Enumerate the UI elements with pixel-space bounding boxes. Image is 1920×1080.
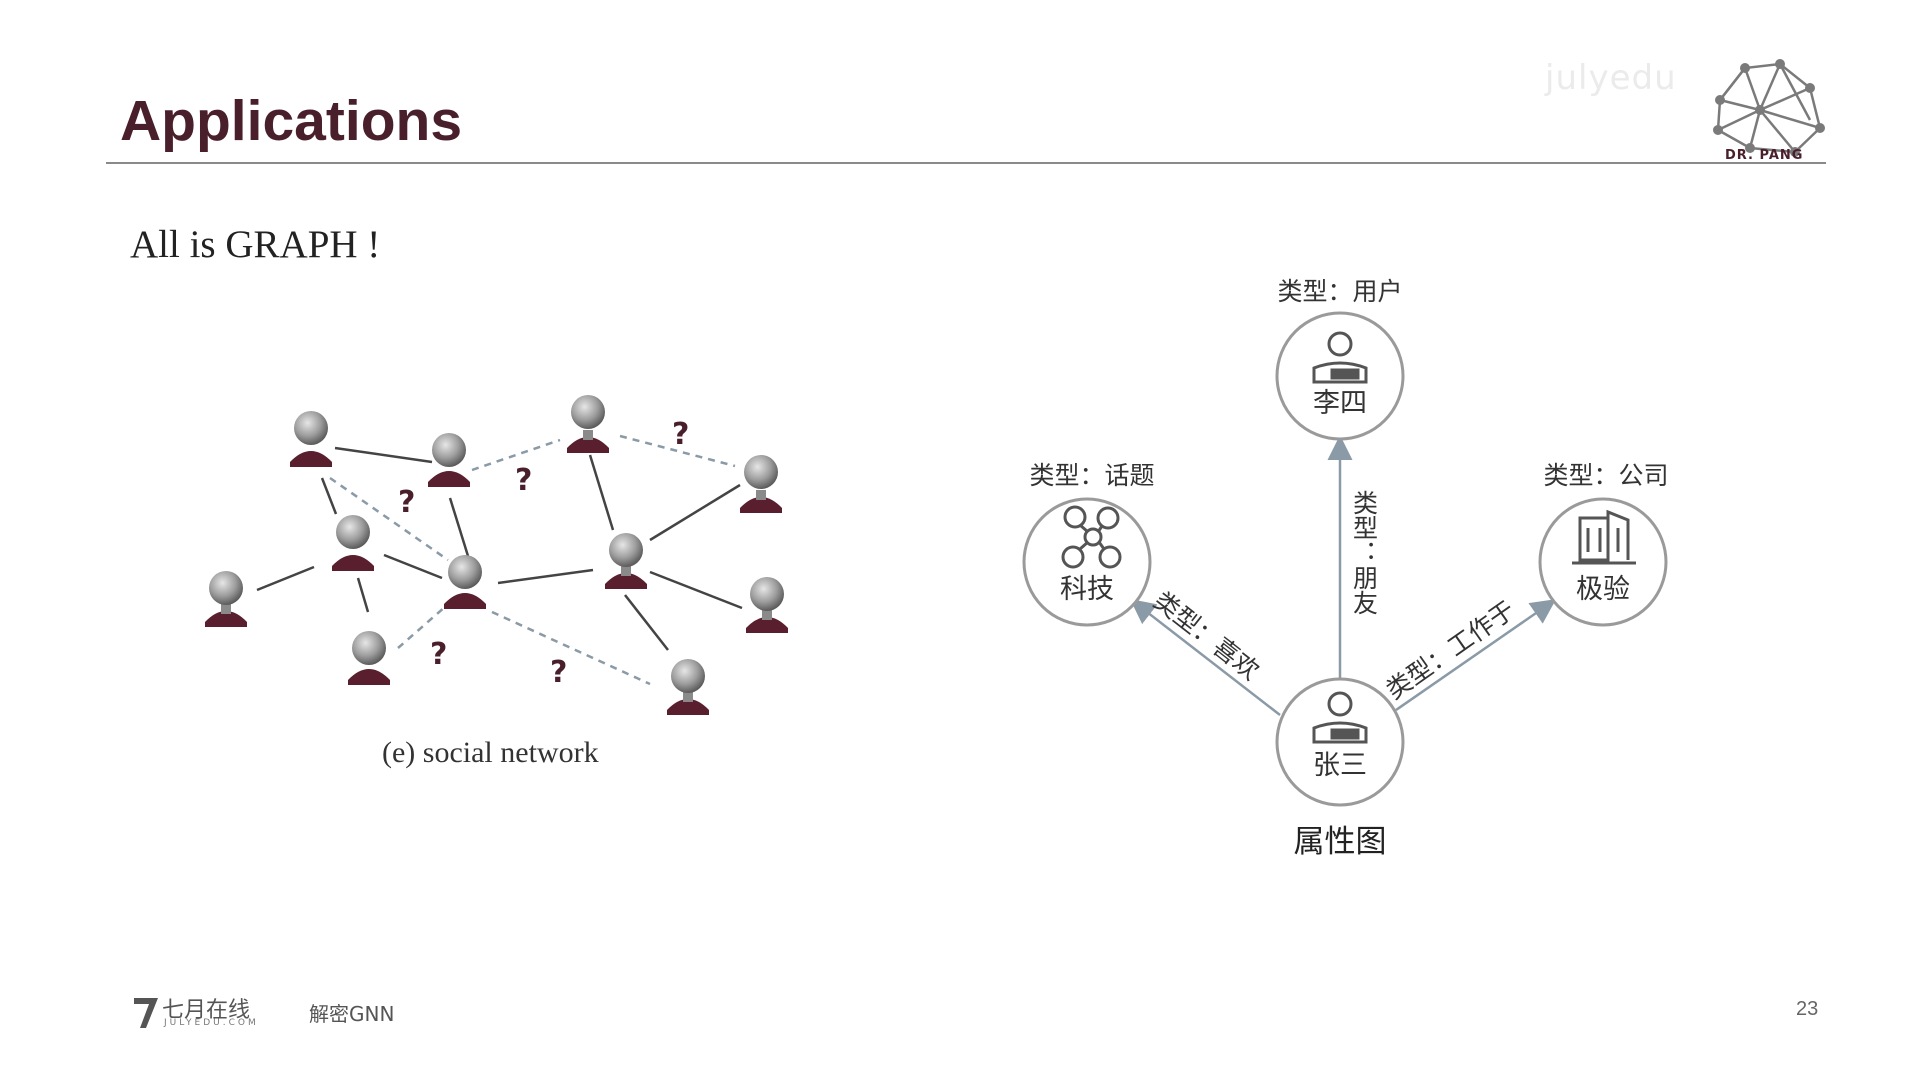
edge-solid: [320, 477, 338, 515]
molecule-icon: [1061, 505, 1122, 569]
edge-dashed: [491, 610, 651, 686]
person-icon: [332, 515, 374, 571]
edge-solid: [588, 454, 615, 531]
dr-pang-logo-icon: [1713, 59, 1825, 157]
person-icon: [667, 659, 709, 715]
social-network-caption: (e) social network: [382, 736, 599, 769]
person-icon: [605, 533, 647, 589]
node-name-company: 极验: [1576, 574, 1630, 605]
edge-solid: [624, 594, 669, 651]
slide-subtitle: All is GRAPH !: [130, 223, 381, 266]
edge-solid: [334, 446, 433, 464]
person-icon: [348, 631, 390, 685]
person-icon: [205, 571, 247, 627]
question-mark: ?: [672, 417, 689, 452]
question-mark: ?: [515, 463, 532, 498]
slide-title: Applications: [120, 89, 463, 153]
node-type-topic: 类型：话题: [1029, 461, 1154, 490]
social-network-dashed-edges: [329, 434, 736, 686]
node-name-topic: 科技: [1060, 574, 1114, 605]
node-name-center: 张三: [1313, 750, 1367, 781]
node-type-user: 类型：用户: [1277, 277, 1402, 306]
building-icon: [1572, 509, 1636, 565]
edge-solid: [448, 497, 470, 557]
edge-solid: [497, 568, 594, 585]
footer-brand-sub: JULYEDU.COM: [164, 1018, 259, 1028]
person-icon: [567, 395, 609, 453]
edge-solid: [383, 553, 443, 580]
title-divider: [106, 162, 1826, 164]
edge-likes: [1130, 598, 1281, 716]
question-mark: ?: [550, 655, 567, 690]
edge-label-friend: 类型：朋友: [1350, 490, 1379, 615]
edge-works-at: [1395, 599, 1557, 712]
node-type-company: 类型：公司: [1543, 461, 1668, 490]
person-icon: [290, 411, 332, 467]
edge-label-works-at: 类型：工作于: [1381, 595, 1521, 705]
watermark: julyedu: [1545, 58, 1677, 98]
logo-label: DR. PANG: [1725, 148, 1804, 163]
person-icon: [428, 433, 470, 487]
node-name-user: 李四: [1313, 388, 1367, 419]
edge-dashed: [329, 476, 449, 562]
question-mark: ?: [430, 637, 447, 672]
person-icon: [444, 555, 486, 609]
person-icon: [746, 577, 788, 633]
question-mark: ?: [398, 485, 415, 520]
julyedu-logo-icon: [134, 998, 158, 1028]
edge-solid: [649, 483, 741, 542]
user-icon: [1312, 691, 1368, 744]
page-number: 23: [1796, 998, 1819, 1020]
user-icon: [1312, 331, 1368, 384]
footer-brand: 七月在线: [162, 998, 251, 1023]
edge-solid: [649, 570, 743, 610]
footer-course-title: 解密GNN: [309, 1002, 395, 1026]
edge-dashed: [471, 438, 561, 472]
edge-solid: [256, 565, 315, 592]
person-icon: [740, 455, 782, 513]
social-network-edges: [256, 446, 743, 651]
property-graph-caption: 属性图: [1294, 824, 1387, 860]
edge-label-likes: 类型：喜欢: [1148, 586, 1264, 686]
node-topic: [1022, 497, 1152, 627]
edge-dashed: [619, 434, 736, 468]
edge-dashed: [397, 605, 447, 649]
edge-solid: [356, 577, 370, 613]
